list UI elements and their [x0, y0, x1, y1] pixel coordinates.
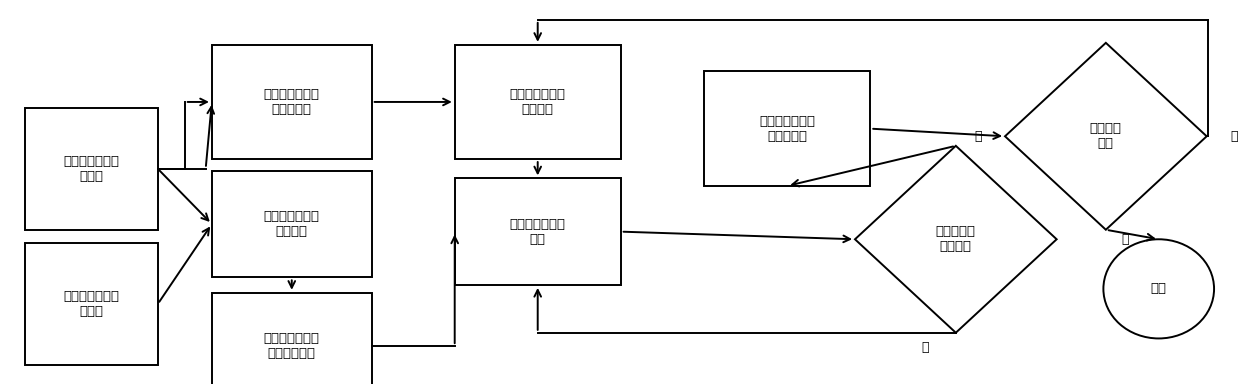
Text: 否: 否	[921, 341, 929, 354]
Text: 获取中心孔部位
的应力、应变: 获取中心孔部位 的应力、应变	[264, 332, 320, 360]
FancyBboxPatch shape	[212, 45, 372, 159]
Text: 获取离心叶轮材
料参数: 获取离心叶轮材 料参数	[63, 290, 119, 318]
FancyBboxPatch shape	[212, 171, 372, 277]
Text: 是: 是	[1122, 233, 1130, 246]
FancyBboxPatch shape	[25, 108, 157, 230]
FancyBboxPatch shape	[212, 293, 372, 387]
Text: 计算应力强度因
子确定厚度: 计算应力强度因 子确定厚度	[759, 115, 816, 143]
Text: 调整试件尺寸及
载荷: 调整试件尺寸及 载荷	[510, 217, 565, 246]
Text: 满足应力、
应变要求: 满足应力、 应变要求	[936, 225, 976, 253]
Text: 获取离心叶轮几
何模型: 获取离心叶轮几 何模型	[63, 155, 119, 183]
Polygon shape	[1004, 43, 1207, 230]
FancyBboxPatch shape	[25, 243, 157, 365]
FancyBboxPatch shape	[455, 45, 621, 159]
Text: 满足厚度
要求: 满足厚度 要求	[1090, 122, 1122, 150]
FancyBboxPatch shape	[455, 178, 621, 285]
FancyBboxPatch shape	[704, 72, 870, 186]
Text: 建立有限元静力
分析模型: 建立有限元静力 分析模型	[264, 210, 320, 238]
Text: 是: 是	[975, 130, 982, 143]
Text: 确定平板模拟件
基本尺寸: 确定平板模拟件 基本尺寸	[510, 88, 565, 116]
Text: 完成: 完成	[1151, 283, 1167, 295]
Text: 否: 否	[1230, 130, 1238, 143]
Text: 测量获得中心孔
孔径、厚度: 测量获得中心孔 孔径、厚度	[264, 88, 320, 116]
Ellipse shape	[1104, 239, 1214, 339]
Polygon shape	[856, 146, 1056, 333]
